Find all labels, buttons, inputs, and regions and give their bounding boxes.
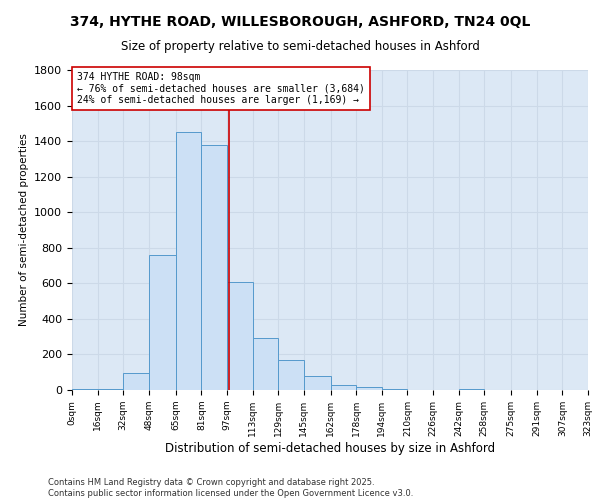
Bar	[72, 389, 98, 390]
Bar	[176, 132, 202, 390]
Bar	[304, 376, 331, 390]
Text: 374, HYTHE ROAD, WILLESBOROUGH, ASHFORD, TN24 0QL: 374, HYTHE ROAD, WILLESBOROUGH, ASHFORD,…	[70, 15, 530, 29]
Bar	[278, 360, 304, 390]
Bar	[98, 389, 123, 390]
Text: Size of property relative to semi-detached houses in Ashford: Size of property relative to semi-detach…	[121, 40, 479, 53]
Bar	[253, 338, 278, 390]
Y-axis label: Number of semi-detached properties: Number of semi-detached properties	[19, 134, 29, 326]
Bar	[356, 388, 382, 390]
Bar	[149, 255, 176, 390]
Text: 374 HYTHE ROAD: 98sqm
← 76% of semi-detached houses are smaller (3,684)
24% of s: 374 HYTHE ROAD: 98sqm ← 76% of semi-deta…	[77, 72, 365, 105]
Bar	[202, 144, 227, 390]
Text: Contains HM Land Registry data © Crown copyright and database right 2025.
Contai: Contains HM Land Registry data © Crown c…	[48, 478, 413, 498]
Bar	[227, 282, 253, 390]
Bar	[123, 373, 149, 390]
Bar	[458, 389, 484, 390]
Bar	[331, 384, 356, 390]
X-axis label: Distribution of semi-detached houses by size in Ashford: Distribution of semi-detached houses by …	[165, 442, 495, 454]
Bar	[382, 389, 407, 390]
